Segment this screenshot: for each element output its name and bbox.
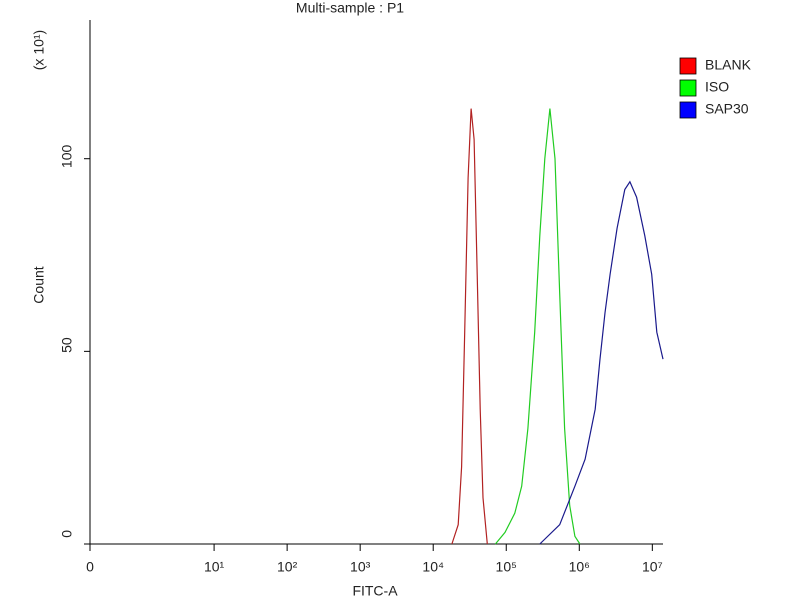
x-tick-label: 10² [277, 559, 298, 575]
series-line [451, 108, 488, 545]
x-tick-label: 10⁶ [569, 559, 590, 575]
x-tick-label: 10⁴ [422, 559, 444, 575]
x-axis-label: FITC-A [352, 583, 398, 599]
legend-label: BLANK [705, 57, 752, 73]
y-axis-label: Count [31, 266, 47, 303]
x-tick-label: 10¹ [204, 559, 225, 575]
legend-swatch [679, 57, 697, 75]
series-line [494, 108, 581, 545]
legend-swatch [679, 79, 697, 97]
y-multiplier: (x 10¹) [31, 30, 47, 70]
series-line [539, 180, 664, 545]
y-tick-label: 100 [59, 144, 75, 168]
x-tick-label: 0 [86, 559, 94, 575]
legend-label: SAP30 [705, 101, 749, 117]
legend-swatch [679, 101, 697, 119]
x-tick-label: 10⁵ [496, 559, 517, 575]
y-tick-label: 50 [59, 337, 75, 353]
y-tick-label: 0 [59, 530, 75, 538]
legend-label: ISO [705, 79, 729, 95]
x-tick-label: 10³ [350, 559, 371, 575]
x-tick-label: 10⁷ [642, 559, 663, 575]
chart-title: Multi-sample : P1 [296, 0, 404, 16]
